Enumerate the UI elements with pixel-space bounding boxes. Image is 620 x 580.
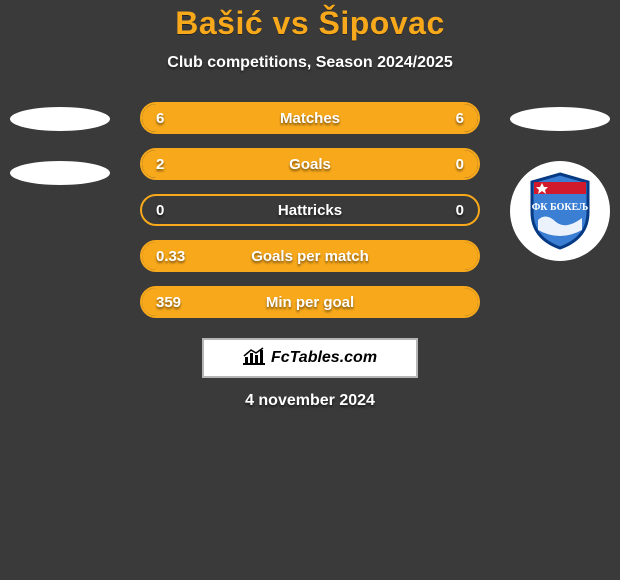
stat-row: 359 Min per goal <box>140 286 480 318</box>
stat-fill-left <box>142 150 411 178</box>
stat-row: 2 Goals 0 <box>140 148 480 180</box>
stat-right-value: 0 <box>456 202 464 219</box>
watermark-text: FcTables.com <box>271 349 377 367</box>
watermark: FcTables.com <box>202 338 418 378</box>
stat-row: 0 Hattricks 0 <box>140 194 480 226</box>
stat-row: 6 Matches 6 <box>140 102 480 134</box>
chart-icon <box>243 347 265 370</box>
date: 4 november 2024 <box>0 392 620 410</box>
left-team-logo <box>10 107 110 185</box>
stat-left-value: 2 <box>156 156 164 173</box>
svg-text:ФК БОКЕЉ: ФК БОКЕЉ <box>532 202 589 213</box>
page-title: Bašić vs Šipovac <box>0 5 620 42</box>
team-badge: ФК БОКЕЉ <box>510 161 610 261</box>
stat-left-value: 6 <box>156 110 164 127</box>
stat-label: Min per goal <box>266 294 354 311</box>
stats-area: ФК БОКЕЉ 6 Matches 6 2 Goals 0 0 Hattricks 0 0.33… <box>0 102 620 410</box>
stat-label: Goals per match <box>251 248 369 265</box>
stat-right-value: 0 <box>456 156 464 173</box>
stat-left-value: 0 <box>156 202 164 219</box>
logo-placeholder-icon <box>10 107 110 131</box>
stat-label: Matches <box>280 110 340 127</box>
right-team-logo: ФК БОКЕЉ <box>510 107 610 261</box>
stat-label: Goals <box>289 156 331 173</box>
stat-left-value: 0.33 <box>156 248 185 265</box>
subtitle: Club competitions, Season 2024/2025 <box>0 54 620 72</box>
stat-label: Hattricks <box>278 202 342 219</box>
comparison-card: Bašić vs Šipovac Club competitions, Seas… <box>0 0 620 410</box>
stat-fill-right <box>411 150 478 178</box>
stat-right-value: 6 <box>456 110 464 127</box>
logo-placeholder-icon <box>510 107 610 131</box>
shield-icon: ФК БОКЕЉ <box>526 172 594 250</box>
stat-left-value: 359 <box>156 294 181 311</box>
stat-row: 0.33 Goals per match <box>140 240 480 272</box>
logo-placeholder-icon <box>10 161 110 185</box>
